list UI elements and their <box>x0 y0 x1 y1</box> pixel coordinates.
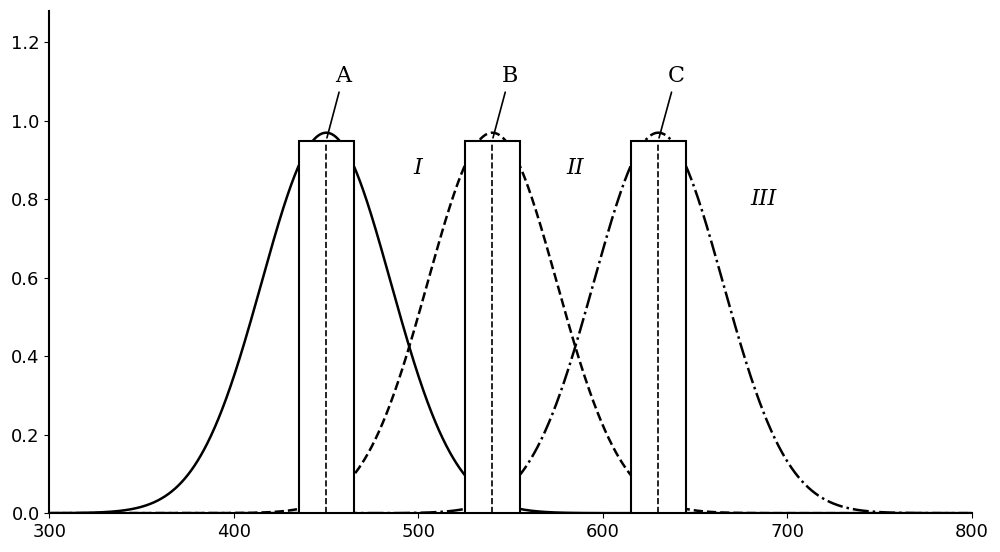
Text: A: A <box>327 65 351 138</box>
Text: II: II <box>566 157 584 179</box>
Bar <box>465 141 520 513</box>
Bar <box>631 141 686 513</box>
Text: III: III <box>751 188 777 210</box>
Text: B: B <box>493 65 518 138</box>
Bar <box>299 141 354 513</box>
Text: C: C <box>659 65 685 138</box>
Text: I: I <box>413 157 422 179</box>
